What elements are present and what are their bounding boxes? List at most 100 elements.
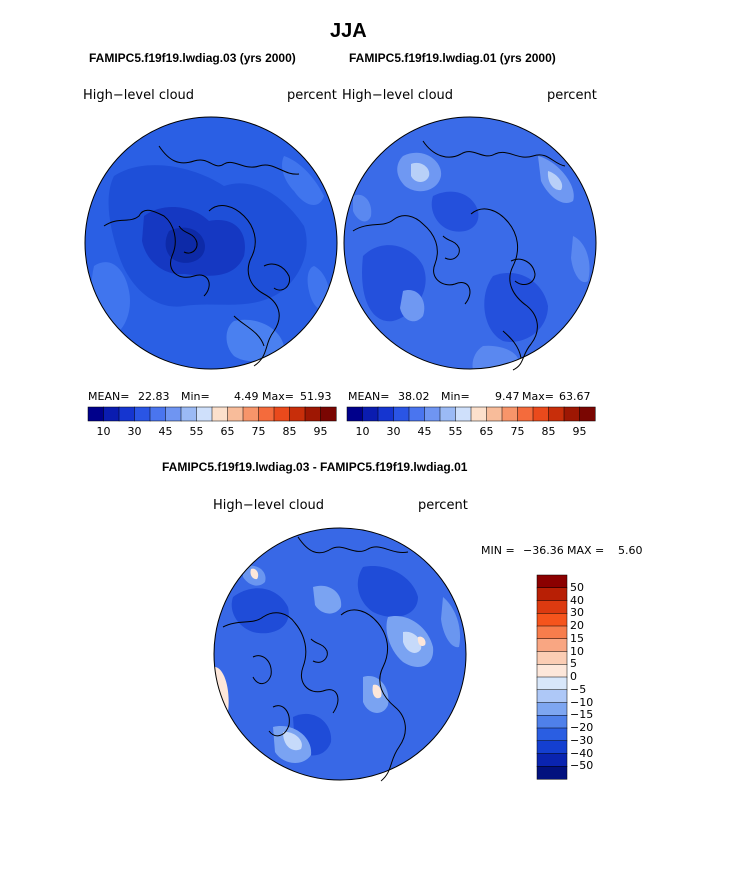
colorbar-diff-label: 0	[570, 670, 577, 683]
diff-variable: High−level cloud	[213, 498, 325, 513]
colorbar-diff-label: −50	[570, 759, 594, 773]
colorbar-diff-label: −10	[570, 695, 594, 709]
map-diff-cream4	[250, 568, 259, 580]
panel-right-units: percent	[547, 88, 597, 103]
colorbar-diff-label: 20	[570, 619, 584, 632]
colorbar-right-swatch	[548, 406, 565, 422]
colorbar-left-swatch	[103, 406, 120, 422]
colorbar-right-swatch	[470, 406, 488, 422]
map-left	[84, 116, 338, 370]
colorbar-diff-swatch	[536, 740, 568, 755]
colorbar-right	[346, 406, 596, 422]
colorbar-left-swatch	[273, 406, 291, 422]
map-right-coastlines	[352, 140, 566, 371]
colorbar-right-swatch	[486, 406, 503, 422]
map-right-light3	[400, 290, 425, 322]
colorbar-left-swatch	[87, 406, 105, 422]
left-min-label: Min=	[181, 390, 210, 403]
panel-right-variable: High−level cloud	[342, 88, 454, 103]
left-mean-label: MEAN=	[88, 390, 130, 403]
map-diff-pale1	[403, 631, 422, 653]
colorbar-diff-swatch	[536, 664, 568, 678]
colorbar-right-tick-label: 30	[386, 425, 401, 438]
colorbar-left-tick-label: 95	[313, 425, 328, 438]
colorbar-diff-label: −20	[570, 721, 594, 734]
diff-units: percent	[418, 498, 468, 513]
colorbar-diff-label: −40	[570, 746, 594, 760]
right-min-label: Min=	[441, 390, 470, 403]
left-max-value: 51.93	[300, 390, 332, 403]
diff-min-value: −36.36	[523, 544, 564, 557]
colorbar-diff-swatch	[536, 613, 568, 627]
colorbar-right-tick-label: 55	[448, 425, 463, 438]
colorbar-left-swatch	[149, 406, 167, 422]
map-left-light2	[282, 156, 324, 206]
colorbar-left-swatch	[320, 406, 337, 422]
colorbar-left-swatch	[304, 406, 322, 422]
colorbar-left-tick-label: 65	[220, 425, 235, 438]
colorbar-right-swatch	[346, 406, 364, 422]
diff-case: FAMIPC5.f19f19.lwdiag.03 - FAMIPC5.f19f1…	[162, 460, 468, 474]
map-diff-cream1	[417, 636, 426, 647]
colorbar-diff-label: 5	[570, 657, 577, 671]
colorbar-diff-label: 50	[570, 580, 584, 594]
colorbar-diff-label: 30	[570, 606, 584, 620]
colorbar-left-swatch	[227, 406, 244, 422]
diff-max-label: MAX =	[567, 544, 605, 557]
map-right-light6	[353, 194, 372, 222]
colorbar-diff-swatch	[536, 689, 568, 704]
colorbar-left-swatch	[211, 406, 229, 422]
colorbar-left-swatch	[134, 406, 151, 422]
colorbar-right-swatch	[424, 406, 441, 422]
colorbar-diff-swatch	[536, 587, 568, 602]
colorbar-left	[87, 406, 337, 422]
map-diff-light5	[441, 597, 461, 648]
right-mean-value: 38.02	[398, 390, 430, 403]
colorbar-right-swatch	[455, 406, 472, 422]
colorbar-left-swatch	[258, 406, 275, 422]
colorbar-right-tick-label: 10	[355, 425, 370, 438]
colorbar-right-swatch	[408, 406, 426, 422]
colorbar-diff-label: 15	[570, 631, 584, 645]
map-right-dark2	[484, 272, 548, 342]
colorbar-diff-swatch	[536, 727, 568, 742]
map-right	[343, 116, 597, 371]
colorbar-diff-swatch	[536, 702, 568, 716]
colorbar-right-swatch	[563, 406, 581, 422]
colorbar-left-swatch	[180, 406, 198, 422]
map-diff-coastlines	[222, 536, 409, 782]
map-diff-light6	[313, 585, 342, 614]
colorbar-diff-swatch	[536, 638, 568, 653]
colorbar-right-tick-label: 65	[479, 425, 494, 438]
colorbar-right-swatch	[362, 406, 379, 422]
panel-left-case: FAMIPC5.f19f19.lwdiag.03 (yrs 2000)	[89, 51, 296, 65]
colorbar-right-tick-label: 95	[572, 425, 587, 438]
colorbar-diff-label: 10	[570, 644, 584, 658]
colorbar-diff-swatch	[536, 715, 568, 729]
left-mean-value: 22.83	[138, 390, 170, 403]
season-title: JJA	[330, 20, 367, 42]
colorbar-right-swatch	[501, 406, 519, 422]
right-max-label: Max=	[522, 390, 554, 403]
colorbar-diff-swatch	[536, 651, 568, 665]
diff-max-value: 5.60	[618, 544, 643, 557]
colorbar-right-swatch	[377, 406, 395, 422]
right-mean-label: MEAN=	[348, 390, 390, 403]
map-diff-dark2	[357, 566, 418, 617]
colorbar-left-swatch	[289, 406, 306, 422]
colorbar-diff-label: −5	[570, 682, 587, 696]
map-diff	[213, 527, 467, 782]
diff-min-label: MIN =	[481, 544, 515, 557]
map-diff-pale2	[283, 731, 302, 751]
colorbar-diff	[536, 574, 568, 780]
colorbar-diff-label: −30	[570, 733, 594, 747]
left-max-label: Max=	[262, 390, 294, 403]
colorbar-right-swatch	[579, 406, 596, 422]
map-right-base	[344, 117, 596, 369]
colorbar-left-swatch	[196, 406, 213, 422]
colorbar-right-swatch	[517, 406, 534, 422]
colorbar-diff-swatch	[536, 625, 568, 640]
colorbar-diff-label: −15	[570, 708, 594, 722]
colorbar-left-tick-label: 85	[282, 425, 297, 438]
panel-right-case: FAMIPC5.f19f19.lwdiag.01 (yrs 2000)	[349, 51, 556, 65]
